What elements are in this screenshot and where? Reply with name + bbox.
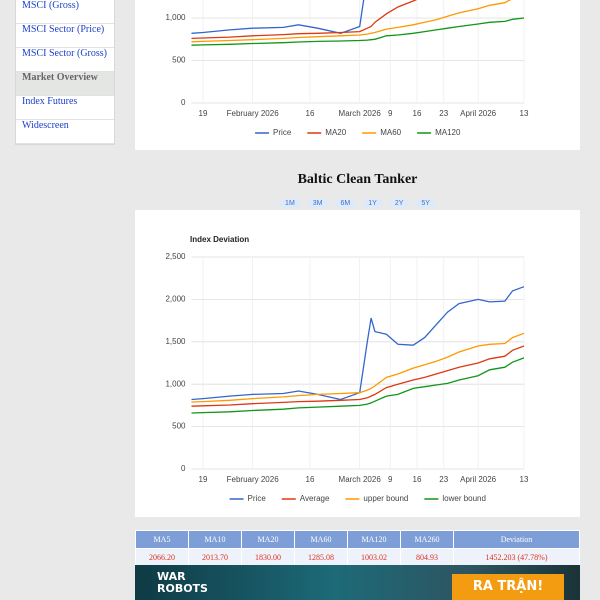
range-button[interactable]: 2Y bbox=[388, 199, 410, 208]
menu-item[interactable]: MSCI Sector (Price) bbox=[16, 24, 114, 48]
legend-label: lower bound bbox=[442, 494, 486, 503]
range-button[interactable]: 1M bbox=[279, 199, 301, 208]
table-header: MA260 bbox=[400, 530, 454, 549]
legend: Price MA20 MA60 MA120 bbox=[255, 128, 461, 137]
x-tick-label: 16 bbox=[306, 109, 315, 118]
x-tick-label: 23 bbox=[439, 109, 448, 118]
legend-label: upper bound bbox=[363, 494, 408, 503]
series-line bbox=[191, 345, 525, 407]
sidebar: MSCI (Gross) MSCI Sector (Price) MSCI Sect… bbox=[15, 0, 115, 145]
table-cell: 1830.00 bbox=[241, 548, 295, 567]
x-tick-label: 13 bbox=[520, 475, 529, 484]
series-line bbox=[191, 286, 525, 401]
deviation-card bbox=[135, 210, 580, 517]
x-tick-label: March 2026 bbox=[339, 475, 382, 484]
series-line bbox=[191, 332, 525, 403]
x-tick-label: April 2026 bbox=[460, 475, 497, 484]
x-tick-label: February 2026 bbox=[227, 475, 280, 484]
range-button[interactable]: 5Y bbox=[415, 199, 436, 208]
range-buttons: 1M 3M 6M 1Y 2Y 5Y bbox=[135, 199, 580, 208]
table-cell: 2066.20 bbox=[135, 548, 189, 567]
x-tick-label: 9 bbox=[388, 109, 393, 118]
y-tick-label: 0 bbox=[181, 98, 186, 107]
menu-item[interactable]: MSCI (Gross) bbox=[16, 0, 114, 24]
legend-label: MA120 bbox=[435, 128, 461, 137]
range-button[interactable]: 1Y bbox=[362, 199, 383, 208]
y-tick-label: 500 bbox=[172, 56, 186, 65]
legend-label: Price bbox=[273, 128, 292, 137]
range-button[interactable]: 3M bbox=[306, 199, 329, 208]
series-line bbox=[191, 0, 512, 43]
table-cell: 2013.70 bbox=[188, 548, 242, 567]
menu-item[interactable]: Widescreen bbox=[16, 120, 114, 144]
table-row: 2066.20 2013.70 1830.00 1285.08 1003.02 804.9… bbox=[135, 548, 580, 567]
y-tick-label: 1,000 bbox=[165, 13, 186, 22]
x-tick-label: April 2026 bbox=[460, 109, 497, 118]
y-tick-label: 1,000 bbox=[165, 379, 186, 388]
table-cell: 804.93 bbox=[400, 548, 454, 567]
y-tick-label: 1,500 bbox=[165, 337, 186, 346]
menu-item[interactable]: Index Futures bbox=[16, 96, 114, 120]
x-tick-label: 19 bbox=[199, 475, 208, 484]
chart-title: Index Deviation bbox=[190, 235, 249, 244]
x-tick-label: March 2026 bbox=[339, 109, 382, 118]
table-cell: 1003.02 bbox=[347, 548, 401, 567]
menu-item[interactable]: MSCI Sector (Gross) bbox=[16, 48, 114, 72]
x-tick-label: 13 bbox=[520, 109, 529, 118]
table-cell: 1285.08 bbox=[294, 548, 348, 567]
table-header: MA60 bbox=[294, 530, 348, 549]
range-button[interactable]: 6M bbox=[334, 199, 357, 208]
ad-brand-line: WAR bbox=[157, 570, 186, 583]
heading: Baltic Clean Tanker bbox=[297, 172, 418, 187]
x-tick-label: 9 bbox=[388, 475, 393, 484]
ad-brand-line: ROBOTS bbox=[157, 582, 208, 595]
x-tick-label: 16 bbox=[413, 475, 422, 484]
table-header: MA20 bbox=[241, 530, 295, 549]
legend: Price Average upper bound lower bound bbox=[229, 494, 486, 503]
table-cell: 1452.203 (47.78%) bbox=[453, 548, 580, 567]
series-line bbox=[191, 17, 525, 46]
legend-label: MA20 bbox=[325, 128, 346, 137]
price-card bbox=[135, 0, 580, 150]
series-line bbox=[191, 0, 365, 34]
y-tick-label: 2,000 bbox=[165, 295, 186, 304]
table-header: Deviation bbox=[453, 530, 580, 549]
x-tick-label: 16 bbox=[413, 109, 422, 118]
table-header: MA5 bbox=[135, 530, 189, 549]
ma-table: MA5 MA10 MA20 MA60 MA120 MA260 Deviation 2066.2… bbox=[135, 530, 580, 567]
ad-brand: WAR ROBOTS bbox=[157, 571, 208, 595]
y-tick-label: 2,500 bbox=[165, 252, 186, 261]
table-header: MA10 bbox=[188, 530, 242, 549]
legend-label: Average bbox=[300, 494, 330, 503]
y-tick-label: 500 bbox=[172, 422, 186, 431]
series-line bbox=[191, 0, 418, 40]
legend-label: MA60 bbox=[380, 128, 401, 137]
legend-label: Price bbox=[248, 494, 267, 503]
x-tick-label: 16 bbox=[306, 475, 315, 484]
ad-button[interactable]: RA TRẬN! bbox=[452, 574, 564, 600]
x-tick-label: 19 bbox=[199, 109, 208, 118]
x-tick-label: 23 bbox=[439, 475, 448, 484]
y-tick-label: 0 bbox=[181, 464, 186, 473]
menu-item[interactable]: Market Overview bbox=[16, 72, 114, 96]
table-header: MA120 bbox=[347, 530, 401, 549]
series-line bbox=[191, 357, 525, 414]
ad-banner[interactable]: WAR ROBOTS RA TRẬN! bbox=[135, 565, 580, 600]
x-tick-label: February 2026 bbox=[227, 109, 280, 118]
